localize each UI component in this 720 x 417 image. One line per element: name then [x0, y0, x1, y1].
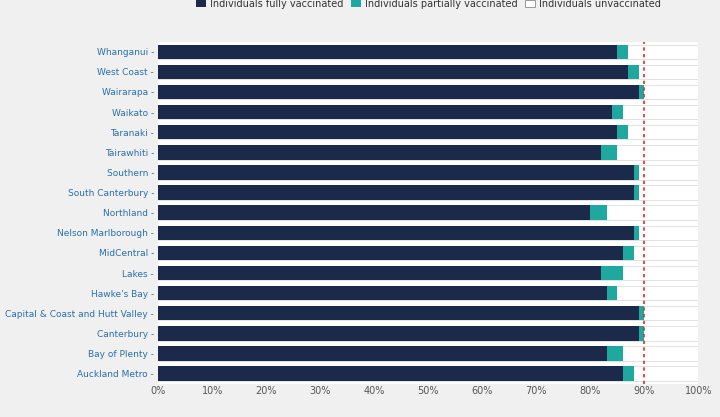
Bar — [158, 125, 698, 139]
Bar — [158, 226, 698, 240]
Bar — [618, 125, 628, 139]
Bar — [158, 145, 698, 160]
Bar — [634, 185, 639, 200]
Bar — [601, 266, 623, 280]
Bar — [158, 266, 601, 280]
Bar — [158, 45, 618, 59]
Bar — [634, 165, 639, 180]
Bar — [158, 326, 698, 341]
Bar — [158, 125, 618, 139]
Bar — [623, 246, 634, 260]
Bar — [606, 346, 623, 361]
Bar — [158, 326, 639, 341]
Bar — [606, 286, 618, 300]
Bar — [601, 145, 618, 160]
Bar — [158, 306, 639, 321]
Bar — [628, 65, 639, 79]
Bar — [639, 85, 644, 99]
Bar — [158, 105, 698, 119]
Bar — [158, 346, 698, 361]
Bar — [158, 45, 698, 59]
Bar — [158, 105, 612, 119]
Bar — [612, 105, 623, 119]
Legend: Individuals fully vaccinated, Individuals partially vaccinated, Individuals unva: Individuals fully vaccinated, Individual… — [192, 0, 665, 13]
Bar — [158, 286, 606, 300]
Bar — [590, 206, 606, 220]
Bar — [158, 206, 590, 220]
Bar — [623, 367, 634, 381]
Bar — [639, 306, 644, 321]
Bar — [158, 165, 634, 180]
Bar — [158, 266, 698, 280]
Bar — [158, 246, 698, 260]
Bar — [158, 185, 698, 200]
Bar — [158, 65, 628, 79]
Bar — [639, 326, 644, 341]
Bar — [158, 85, 639, 99]
Bar — [158, 65, 698, 79]
Bar — [158, 346, 606, 361]
Bar — [158, 246, 623, 260]
Bar — [158, 286, 698, 300]
Bar — [158, 367, 698, 381]
Bar — [158, 85, 698, 99]
Bar — [158, 206, 698, 220]
Bar — [158, 226, 634, 240]
Bar — [158, 165, 698, 180]
Bar — [634, 226, 639, 240]
Bar — [618, 45, 628, 59]
Bar — [158, 145, 601, 160]
Bar — [158, 185, 634, 200]
Bar — [158, 306, 698, 321]
Bar — [158, 367, 623, 381]
